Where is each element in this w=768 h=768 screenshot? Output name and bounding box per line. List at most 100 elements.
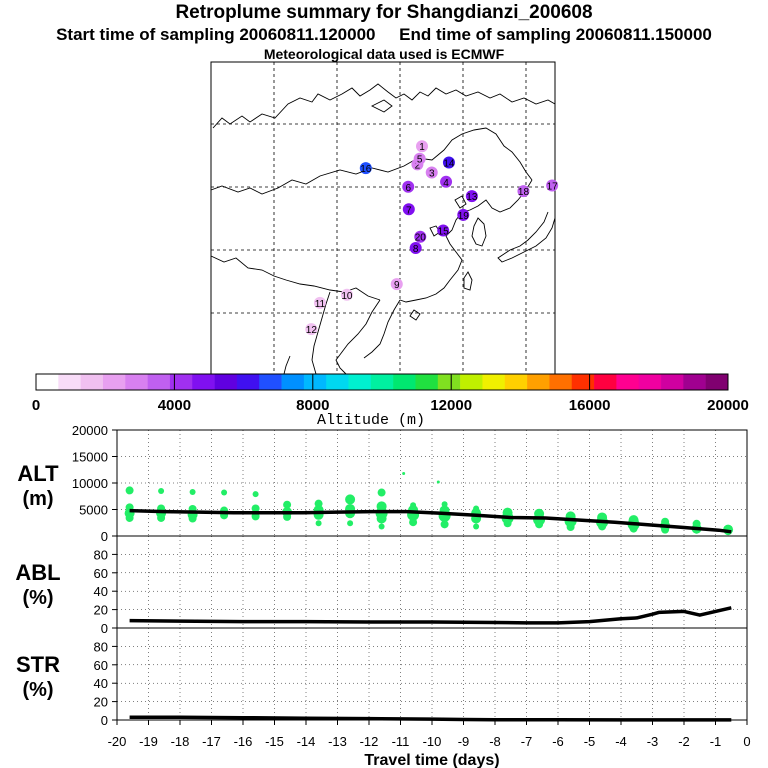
y-tick-label: 80 <box>94 639 108 654</box>
altitude-colorbar: 0 4000 8000 12000 16000 20000 Altitude (m) <box>32 373 749 429</box>
series-line <box>129 715 732 722</box>
colorbar-cell <box>661 374 684 390</box>
map-point-label: 13 <box>466 192 478 203</box>
scatter-point <box>188 514 197 523</box>
colorbar-cell <box>571 374 595 390</box>
scatter-point <box>252 491 259 498</box>
colorbar-cell <box>36 374 59 390</box>
colorbar-cell <box>549 374 573 390</box>
colorbar-cell <box>80 374 104 390</box>
colorbar-cell <box>370 374 394 390</box>
scatter-point <box>125 513 134 522</box>
x-tick-label: -2 <box>678 734 690 749</box>
scatter-point <box>378 523 385 530</box>
colorbar-cell <box>616 374 640 390</box>
map-point-label: 14 <box>443 158 455 169</box>
map-point-label: 20 <box>415 233 427 244</box>
colorbar-tick-label: 4000 <box>158 397 191 414</box>
x-tick-label: -15 <box>265 734 284 749</box>
colorbar-tick-label: 20000 <box>707 397 749 414</box>
map-point <box>425 166 438 179</box>
map-point <box>465 190 478 203</box>
colorbar-tick-label: 16000 <box>569 397 611 414</box>
x-tick-label: -20 <box>108 734 127 749</box>
x-tick-label: -5 <box>584 734 596 749</box>
scatter-point <box>347 520 354 527</box>
map-point <box>415 140 428 153</box>
x-tick-label: -19 <box>139 734 158 749</box>
colorbar-cell <box>147 374 171 390</box>
map-point <box>437 224 450 237</box>
map-point-label: 17 <box>547 182 559 193</box>
y-tick-label: 60 <box>94 658 108 673</box>
scatter-point <box>598 522 607 531</box>
map-point-label: 15 <box>438 226 450 237</box>
scatter-point <box>158 487 165 494</box>
y-tick-label: 0 <box>101 529 108 544</box>
map-point-label: 3 <box>429 168 435 179</box>
y-tick-label: 40 <box>94 676 108 691</box>
x-tick-label: -10 <box>423 734 442 749</box>
scatter-point <box>436 480 440 484</box>
x-tick-label: -12 <box>360 734 379 749</box>
map-point-label: 6 <box>405 183 411 194</box>
colorbar-tick-label: 12000 <box>430 397 472 414</box>
map-point <box>340 288 353 301</box>
map-point-label: 2 <box>415 160 421 171</box>
colorbar-cell <box>504 374 528 390</box>
x-tick-label: -4 <box>615 734 627 749</box>
map-point <box>517 185 530 198</box>
colorbar-cell <box>705 374 729 390</box>
colorbar-cell <box>192 374 215 390</box>
x-tick-label: -8 <box>489 734 501 749</box>
colorbar-cell <box>169 374 193 390</box>
x-tick-label: -3 <box>647 734 659 749</box>
y-tick-label: 20000 <box>72 423 108 438</box>
x-tick-label: -17 <box>202 734 221 749</box>
y-tick-label: 60 <box>94 566 108 581</box>
x-tick-label: -16 <box>234 734 253 749</box>
colorbar-cell <box>527 374 550 390</box>
y-axis-label: ABL <box>15 560 60 585</box>
colorbar-cell <box>393 374 416 390</box>
scatter-point <box>409 518 418 527</box>
map-point <box>313 296 326 309</box>
map-point-label: 4 <box>443 178 449 189</box>
map-point-label: 10 <box>341 291 353 302</box>
x-tick-label: -1 <box>710 734 722 749</box>
colorbar-tick-label: 8000 <box>296 397 329 414</box>
x-tick-label: 0 <box>743 734 750 749</box>
y-tick-label: 0 <box>101 621 108 636</box>
y-tick-label: 5000 <box>79 503 108 518</box>
map-point-label: 11 <box>315 299 326 310</box>
scatter-point <box>402 471 406 475</box>
map-point <box>440 175 453 188</box>
x-tick-label: -9 <box>458 734 470 749</box>
colorbar-cell <box>683 374 706 390</box>
y-tick-label: 0 <box>101 713 108 728</box>
y-tick-label: 20 <box>94 695 108 710</box>
scatter-point <box>125 486 134 495</box>
scatter-point <box>345 494 356 505</box>
colorbar-cells <box>36 374 729 390</box>
scatter-point <box>566 522 575 531</box>
y-tick-label: 20 <box>94 603 108 618</box>
colorbar-cell <box>460 374 483 390</box>
scatter-point <box>283 500 292 509</box>
colorbar-cell <box>303 374 327 390</box>
met-data-subtitle: Meteorological data used is ECMWF <box>263 46 505 62</box>
scatter-point <box>377 488 386 497</box>
colorbar-label: Altitude (m) <box>317 412 425 429</box>
colorbar-cell <box>594 374 617 390</box>
map-point-label: 9 <box>394 280 400 291</box>
sampling-time-subtitle: Start time of sampling 20060811.120000 E… <box>56 25 712 44</box>
chart-title: Retroplume summary for Shangdianzi_20060… <box>175 2 593 23</box>
time-series-panels: 05000100001500020000ALT(m)020406080ABL(%… <box>15 423 750 768</box>
colorbar-cell <box>281 374 305 390</box>
map-point <box>414 230 427 243</box>
scatter-point <box>535 520 544 529</box>
colorbar-cell <box>415 374 439 390</box>
